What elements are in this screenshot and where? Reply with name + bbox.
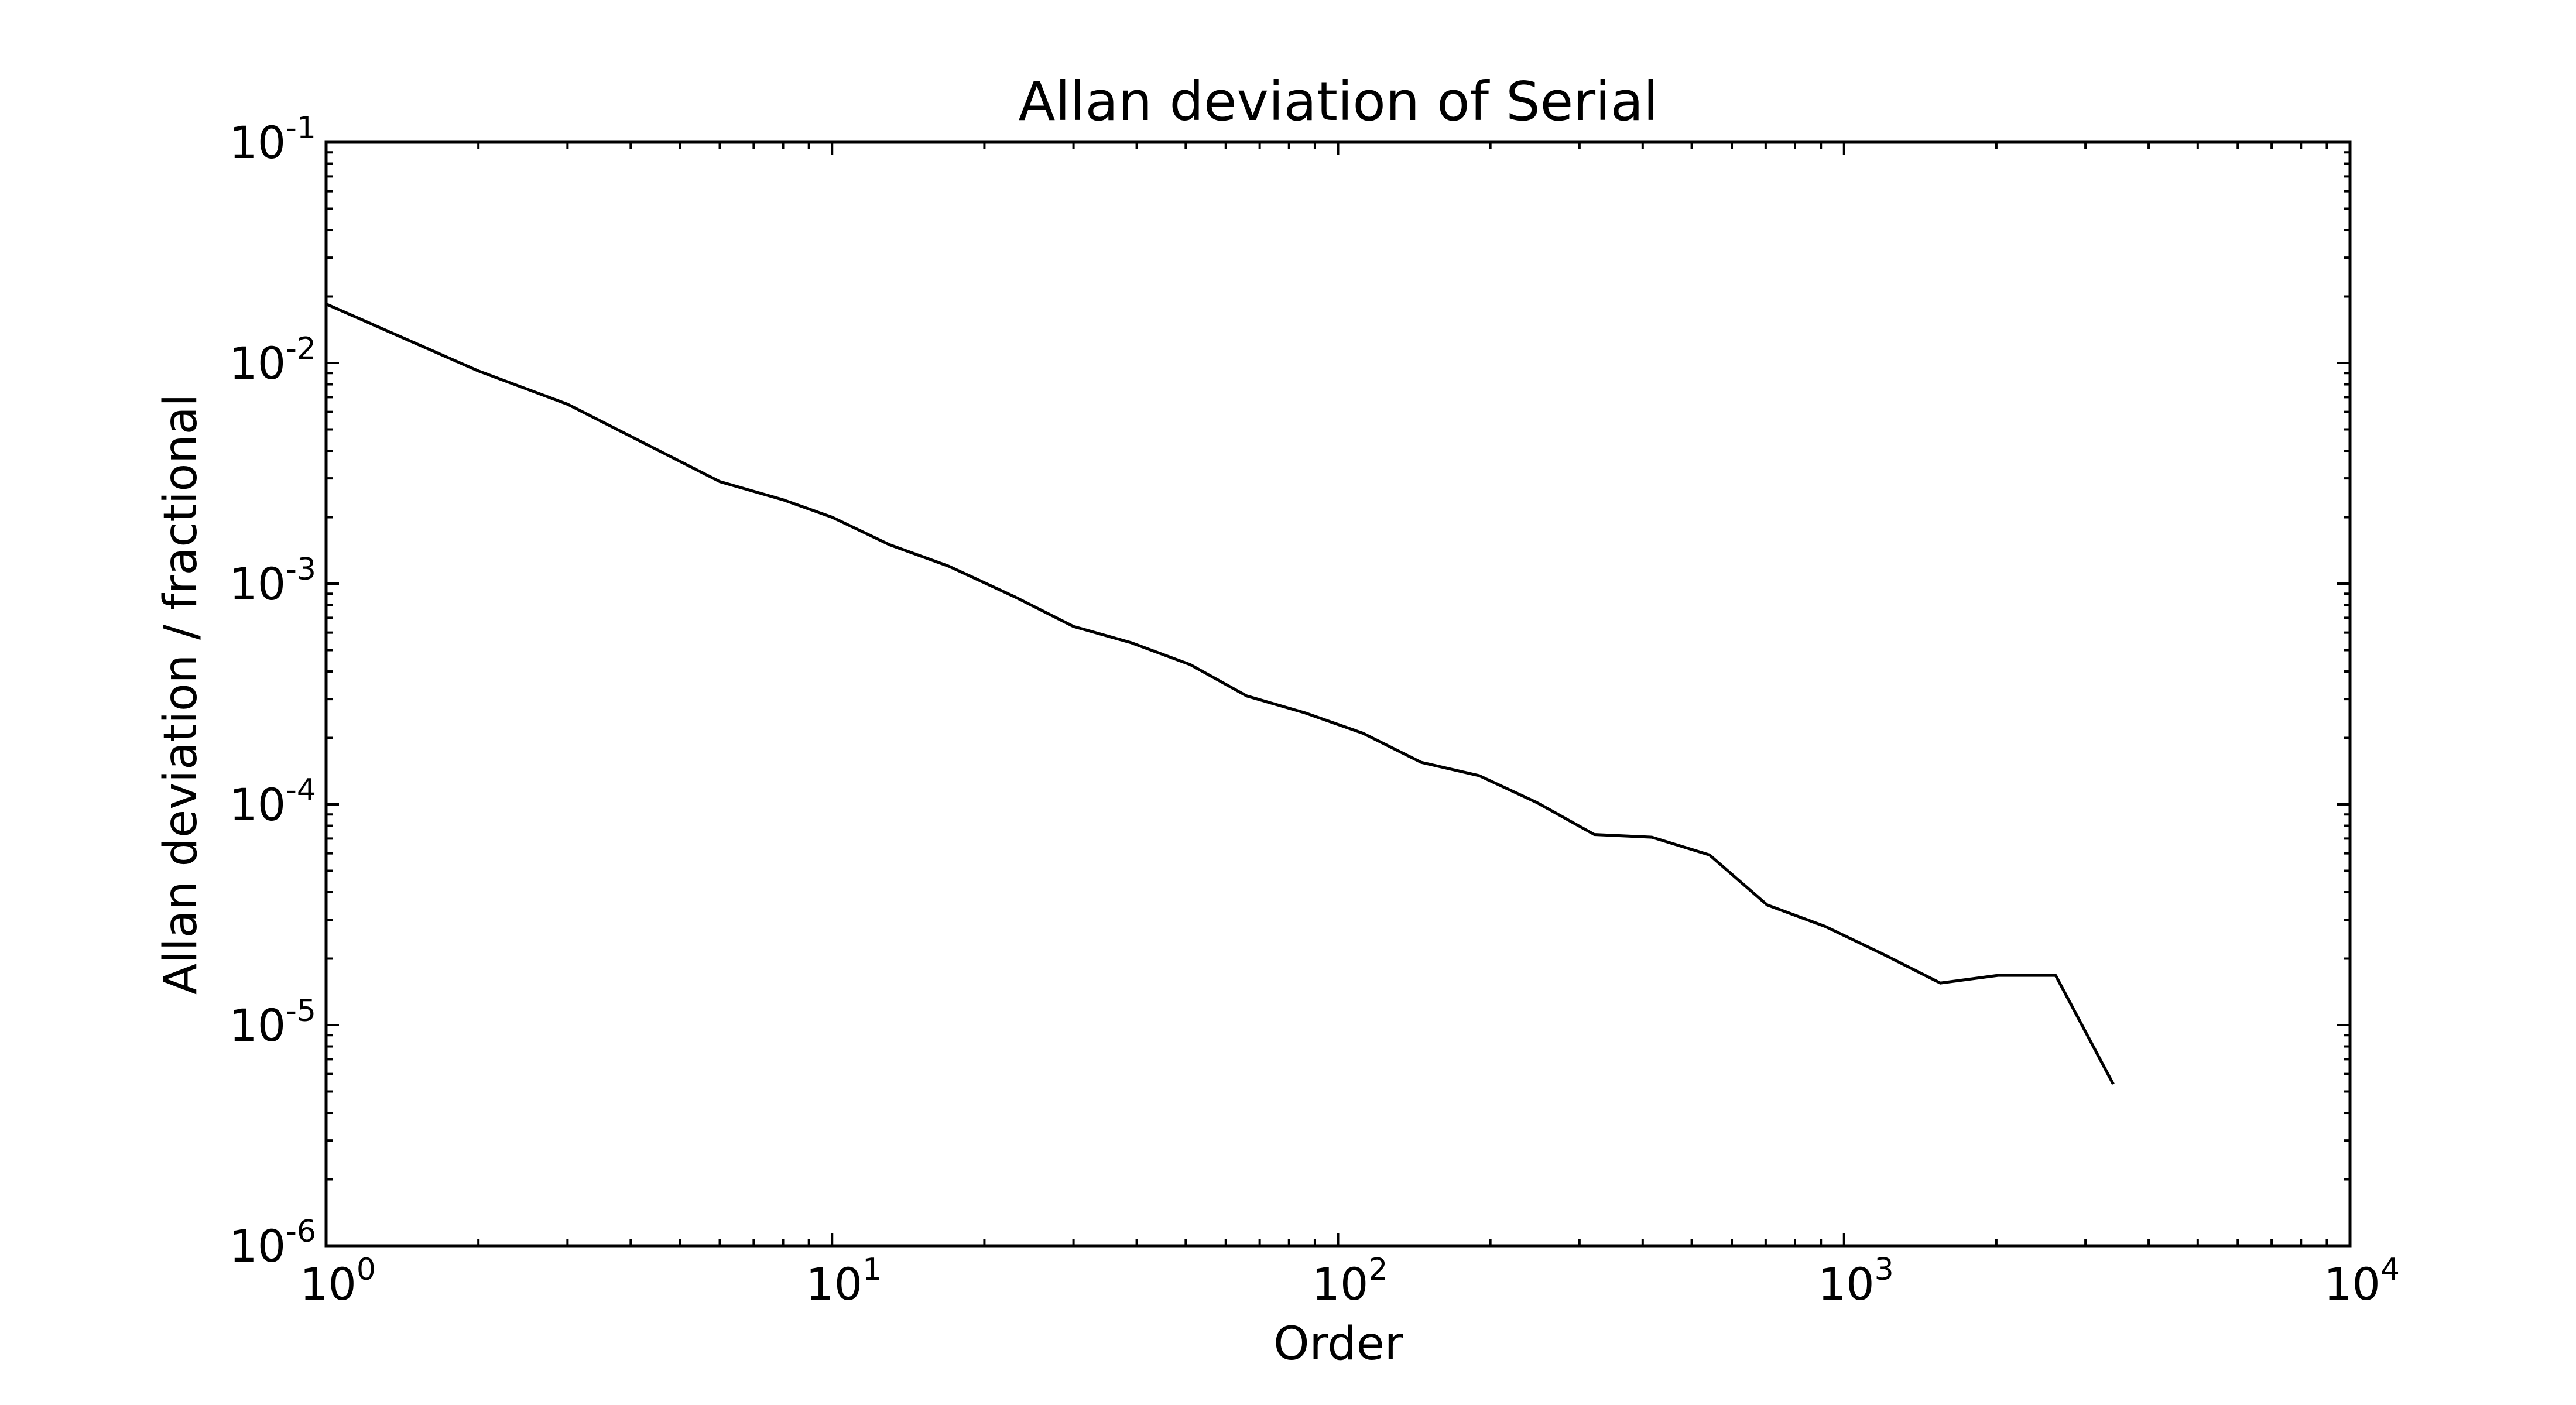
tick-labels-layer: 100 101 102 103 104 10-1 10-2 10-3 10-4 10-5 10-6 [229, 111, 2399, 1310]
y-tick-label: 10-4 [229, 773, 316, 831]
plot-frame [324, 140, 2352, 1248]
x-tick-label: 104 [2324, 1252, 2400, 1310]
y-tick-label: 10-5 [229, 993, 316, 1051]
y-tick-label: 10-6 [229, 1214, 316, 1272]
y-tick-label: 10-2 [229, 331, 316, 389]
x-tick-label: 102 [1312, 1252, 1388, 1310]
y-axis-label: Allan deviation / fractional [155, 394, 207, 995]
series-line [325, 303, 2115, 1085]
x-axis-label: Order [1273, 1318, 1404, 1370]
x-tick-label: 100 [300, 1252, 376, 1310]
y-tick-label: 10-3 [229, 552, 316, 610]
x-tick-label: 103 [1818, 1252, 1894, 1310]
x-tick-label: 101 [806, 1252, 882, 1310]
chart-title: Allan deviation of Serial [1018, 70, 1658, 133]
y-tick-label: 10-1 [229, 111, 316, 169]
